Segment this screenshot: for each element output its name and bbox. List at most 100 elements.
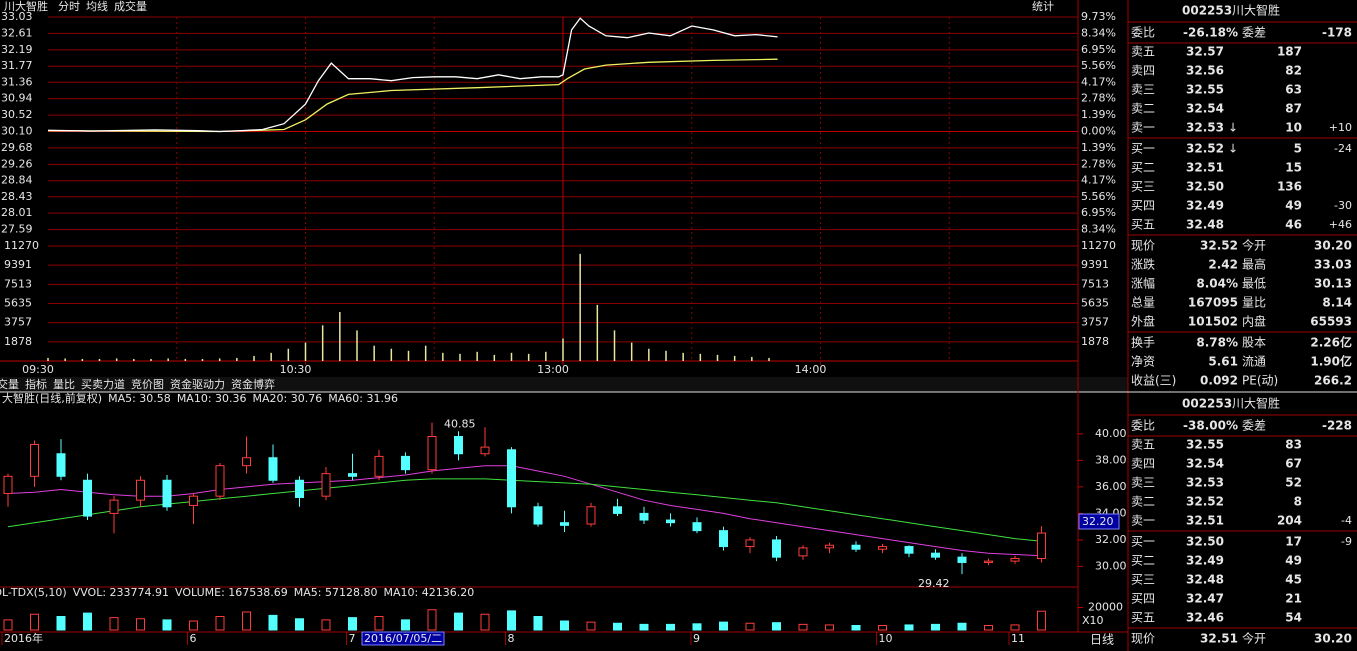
down-arrow: ↓ [1228,121,1238,135]
stat-value: 33.03 [1314,258,1352,272]
price-tick-label: 30.52 [1,108,33,121]
order-label: 买四 [1131,592,1155,606]
legend-item: 大智胜(日线,前复权) [2,391,102,405]
tab[interactable]: 买卖力道 [81,377,125,391]
tab[interactable]: 指标 [25,377,47,391]
y-tick-label: 38.00 [1095,453,1127,466]
volume-bar [189,620,198,631]
volume-tick-label: 5635 [1081,297,1109,310]
volume-tick-label: 9391 [4,258,32,271]
tab[interactable]: 量比 [53,378,75,391]
volume-bar [878,625,887,631]
order-label: 卖四 [1131,457,1155,471]
order-label: 买一 [1131,142,1155,156]
price-tick-label: 28.01 [1,206,33,219]
pct-tick-label: 6.95% [1081,43,1116,56]
high-label: 40.85 [444,418,476,431]
period-label[interactable]: 日线 [1090,633,1114,647]
volume-bar [83,612,92,631]
candle-body [348,473,357,477]
candle-body [480,446,490,455]
volume-bar [984,625,993,631]
stat-value: 32.51 [1200,632,1238,646]
order-price: 32.46 [1186,611,1224,625]
order-label: 买三 [1131,180,1155,194]
volume-tick-label: 11270 [1081,239,1116,252]
stat-value: 8.04% [1196,277,1238,291]
volume-legend-item: VVOL: 233774.91 [73,586,169,599]
order-price: 32.52 [1186,495,1224,509]
stat-button[interactable]: 统计 [1032,0,1054,13]
order-label: 卖五 [1131,438,1155,452]
pct-tick-label: 6.95% [1081,206,1116,219]
tab[interactable]: 资金博弈 [231,377,275,391]
candle-body [613,506,622,514]
order-label: 买五 [1131,218,1155,232]
date-label: 9 [693,632,700,645]
order-change: +46 [1329,218,1352,231]
volume-tick-label: 3757 [1081,316,1109,329]
stat-label: 最高 [1242,257,1266,272]
tab[interactable]: 成交量 [0,377,19,391]
volume-tick-label: 3757 [4,316,32,329]
tab[interactable]: 竞价图 [131,377,164,391]
candle-body [692,522,702,532]
candle-body [586,506,596,525]
volume-tick-label: 20000 [1088,601,1123,614]
order-label: 卖五 [1131,45,1155,59]
volume-bar [692,623,702,631]
stat-label: 今开 [1242,631,1266,646]
volume-bar [295,618,304,631]
ratio-label: 委差 [1242,419,1266,433]
volume-bar [533,616,543,631]
volume-bar [3,619,13,631]
pct-tick-label: 1.39% [1081,141,1116,154]
order-change: -4 [1341,514,1352,527]
stat-label: 现价 [1131,632,1155,646]
stat-label: 流通 [1242,355,1266,369]
moving-average [7,478,1042,542]
stat-label: PE(动) [1242,374,1278,388]
order-qty: 52 [1285,476,1302,490]
date-label: 10 [879,632,893,645]
tab[interactable]: 资金驱动力 [170,377,225,391]
order-price: 32.55 [1186,83,1224,97]
volume-legend-item: VOL-TDX(5,10) [0,586,67,599]
stat-label: 外盘 [1131,314,1155,329]
order-price: 32.47 [1186,592,1224,606]
volume-bar [772,622,781,631]
volume-legend-item: VOLUME: 167538.69 [175,586,288,599]
order-price: 32.50 [1186,535,1224,549]
stat-label: 今开 [1242,238,1266,253]
cursor-date-box [361,631,445,646]
stat-value: 167095 [1188,296,1238,310]
ratio-label: 委比 [1131,419,1155,433]
price-tick-label: 31.36 [1,75,33,88]
candle-body [109,499,119,514]
volume-bar [401,619,410,631]
time-tick-label: 14:00 [795,363,827,376]
header-item: 均线 [86,0,108,13]
date-label: 7 [349,632,356,645]
volume-bar [957,622,967,631]
stat-label: 股本 [1242,336,1266,350]
order-price: 32.48 [1186,573,1224,587]
price-tick-label: 29.26 [1,157,33,170]
order-price: 32.50 [1186,180,1224,194]
order-qty: 83 [1285,438,1302,452]
volume-bar [109,617,119,631]
price-tick-label: 28.84 [1,174,33,187]
candle-body [374,455,384,477]
legend-item: MA60: 31.96 [328,392,398,405]
candle-body [931,552,940,558]
volume-bar [507,610,516,631]
stat-value: 8.14 [1322,296,1352,310]
candle-body [30,443,39,477]
volume-tick-label: 5635 [4,297,32,310]
order-price: 32.54 [1186,457,1224,471]
stock-name: 川大智胜 [1232,396,1280,411]
ratio-label: 委差 [1242,26,1266,40]
volume-bar [825,624,834,631]
